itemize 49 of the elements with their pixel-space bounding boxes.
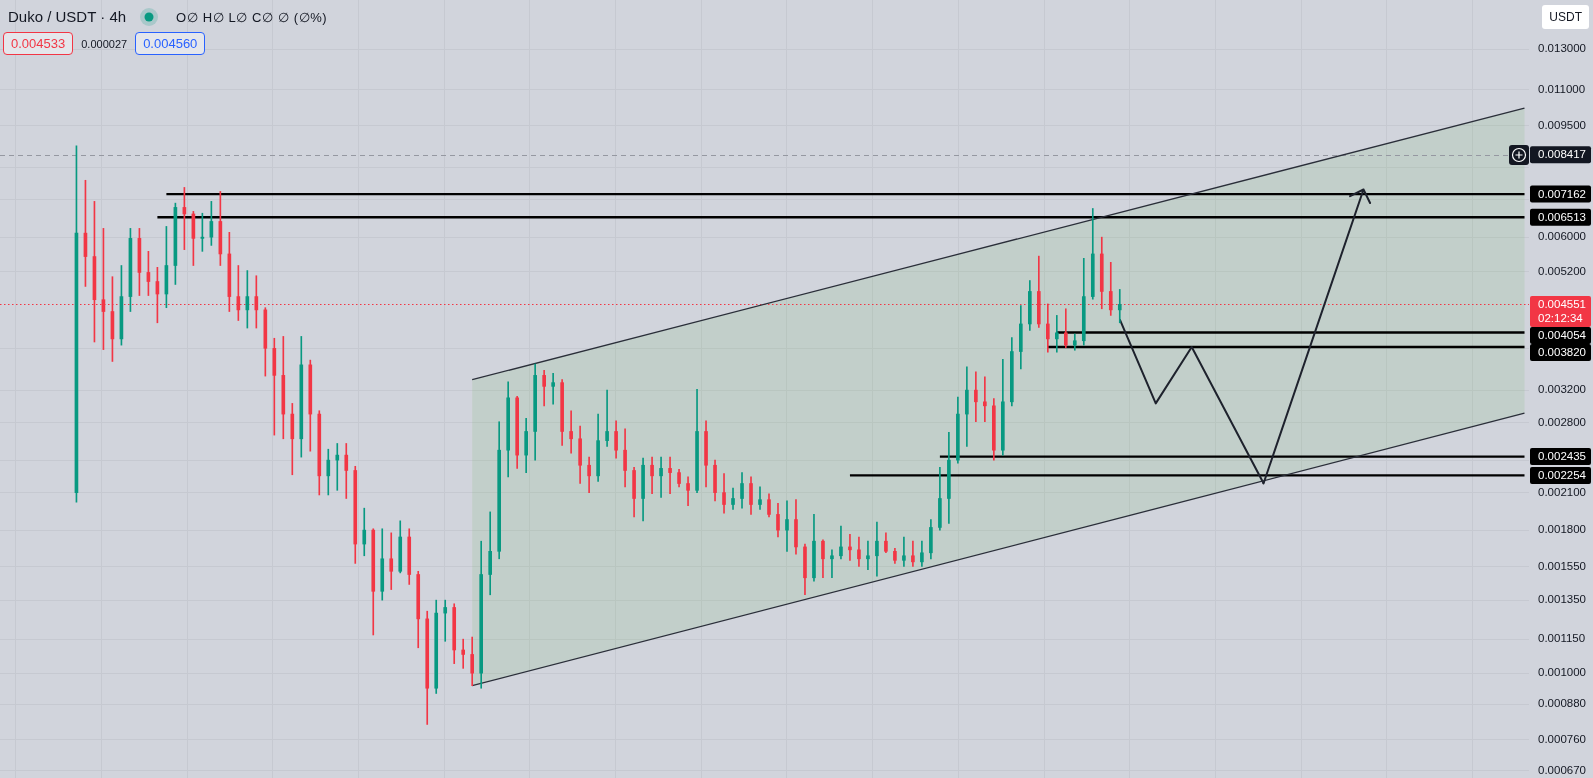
y-tick-label: 0.001800 (1538, 523, 1586, 536)
candlestick (659, 456, 663, 498)
candlestick (335, 443, 340, 491)
ref-line-label: 0.008417 (1538, 148, 1586, 161)
candlestick (983, 376, 987, 423)
candlestick (902, 536, 906, 567)
candlestick (389, 532, 394, 590)
y-tick-label: 0.006000 (1538, 230, 1586, 243)
y-tick-label: 0.013000 (1538, 42, 1586, 55)
candlestick (551, 372, 555, 405)
candlestick (569, 410, 573, 454)
annotation: 0.000027 (81, 37, 128, 50)
y-tick-label: 0.000760 (1538, 733, 1586, 746)
y-tick-label: 0.001150 (1538, 632, 1586, 645)
y-tick-label: 0.002100 (1538, 485, 1586, 498)
y-tick-label: 0.001350 (1538, 593, 1586, 606)
text: O∅ H∅ L∅ C∅ ∅ (∅%) (176, 9, 328, 25)
candlestick (1054, 315, 1059, 353)
text: 02:12:34 (1538, 312, 1584, 325)
text: Duko / USDT · 4h (8, 7, 127, 27)
ref-line-label: 0.004551 (1538, 298, 1586, 311)
candlestick (848, 533, 852, 561)
y-tick-label: 0.000670 (1538, 763, 1586, 776)
candlestick (974, 371, 978, 423)
annotation: 0.004533 (3, 32, 74, 55)
data-label: 0.007162 (1538, 187, 1586, 200)
y-tick-label: 0.000880 (1538, 697, 1586, 710)
candlestick (866, 540, 870, 571)
annotation: 0.004560 (135, 32, 206, 55)
candlestick (605, 389, 609, 447)
y-tick-label: 0.005200 (1538, 265, 1586, 278)
y-tick-label: 0.002800 (1538, 415, 1586, 428)
candlestick (830, 549, 834, 579)
data-label: 0.002254 (1538, 469, 1587, 482)
candlestick (785, 500, 789, 552)
candlestick (1117, 289, 1122, 324)
y-tick-label: 0.011000 (1538, 82, 1586, 95)
data-label: 0.004054 (1538, 329, 1587, 342)
data-label: 0.002435 (1538, 450, 1586, 463)
data-label: 0.006513 (1538, 210, 1586, 223)
candlestick (461, 638, 466, 669)
y-tick-label: 0.001000 (1538, 666, 1586, 679)
y-tick-label: 0.009500 (1538, 118, 1586, 131)
y-tick-label: 0.003200 (1538, 383, 1586, 396)
y-axis-title: USDT (1542, 5, 1589, 29)
candlestick (443, 599, 448, 642)
candlestick (668, 456, 672, 495)
y-tick-label: 0.001550 (1538, 559, 1586, 572)
data-label: 0.003820 (1538, 346, 1586, 359)
